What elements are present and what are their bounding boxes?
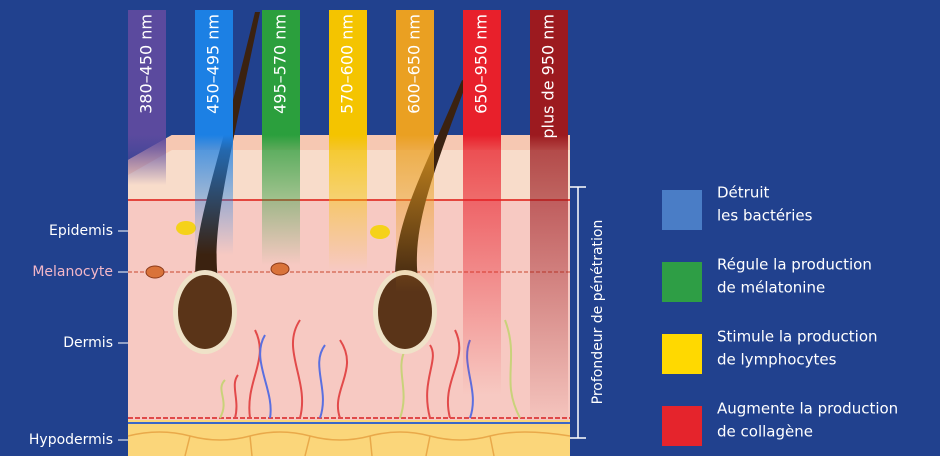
layer-label: Melanocyte [32, 264, 113, 280]
layer-labels: Epidemis Melanocyte Dermis Hypodermis [29, 223, 128, 448]
legend-text: Stimule la production [717, 328, 878, 346]
band [329, 10, 367, 270]
legend-swatch [662, 190, 702, 230]
band-label: 600–650 nm [405, 14, 424, 114]
band [128, 10, 166, 185]
band-label: 495–570 nm [271, 14, 290, 114]
band [396, 10, 434, 292]
legend-text: de mélatonine [717, 279, 825, 297]
melanocytes [145, 262, 290, 279]
fat-cells [127, 431, 571, 456]
band-label: 570–600 nm [338, 14, 357, 114]
skin-surface [128, 135, 570, 175]
bands: 380–450 nm 450–495 nm 495–570 nm 570–600 nm… [128, 10, 568, 430]
hypodermis [128, 420, 570, 456]
legend-text: de collagène [717, 423, 813, 441]
band-label: 380–450 nm [137, 14, 156, 114]
band-label: plus de 950 nm [539, 14, 558, 139]
legend-text: les bactéries [717, 207, 813, 225]
legend-text: de lymphocytes [717, 351, 837, 369]
band-label: 450–495 nm [204, 14, 223, 114]
legend-text: Augmente la production [717, 400, 898, 418]
depth-bracket: Profondeur de pénétration [570, 186, 606, 439]
depth-label: Profondeur de pénétration [590, 220, 606, 405]
nerves [219, 319, 521, 419]
band [262, 10, 300, 265]
band [463, 10, 501, 395]
layer-label: Epidemis [49, 223, 113, 239]
legend: Détruit les bactéries Régule la production… [662, 184, 898, 446]
legend-swatch [662, 334, 702, 374]
band-label: 650–950 nm [472, 14, 491, 114]
legend-swatch [662, 262, 702, 302]
veins [233, 319, 461, 419]
layer-label: Dermis [63, 335, 113, 351]
legend-text: Détruit [717, 184, 770, 202]
layer-label: Hypodermis [29, 432, 113, 448]
legend-text: Régule la production [717, 256, 872, 274]
band [530, 10, 568, 430]
legend-swatch [662, 406, 702, 446]
band [195, 10, 233, 255]
